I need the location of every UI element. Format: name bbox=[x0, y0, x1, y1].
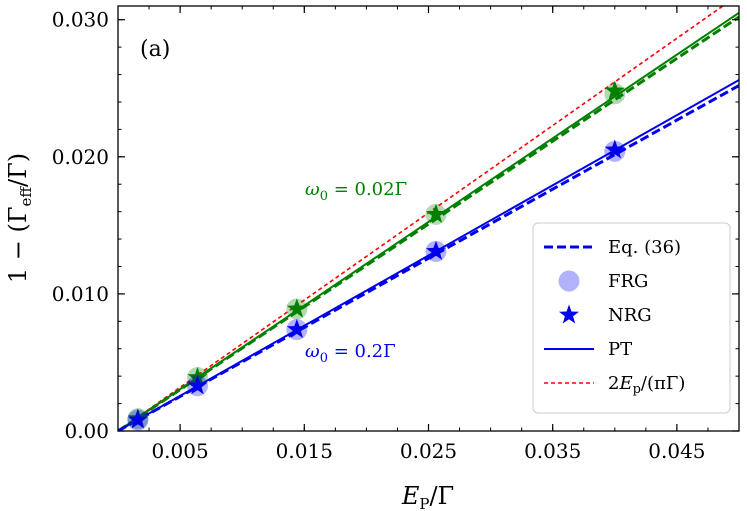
y-tick-label: 0.010 bbox=[52, 282, 109, 306]
series-markers bbox=[127, 80, 626, 431]
x-tick-label: 0.005 bbox=[151, 439, 208, 463]
y-tick-label: 0.020 bbox=[52, 145, 109, 169]
legend-key-nrg bbox=[559, 304, 579, 324]
legend: Eq. (36) FRG NRG PT 2Ep/(πΓ) bbox=[532, 222, 731, 414]
pt-line-omega-02 bbox=[118, 79, 739, 431]
panel-label: (a) bbox=[140, 37, 170, 62]
nrg-point-omega-02 bbox=[426, 240, 446, 260]
annotation-omega-02: ω0 = 0.2Γ bbox=[305, 341, 396, 366]
nrg-point-omega-002 bbox=[604, 80, 625, 100]
x-tick-label: 0.035 bbox=[524, 439, 581, 463]
x-tick-label: 0.025 bbox=[400, 439, 457, 463]
y-tick-label: 0.030 bbox=[52, 8, 109, 32]
axes: 0.005 0.015 0.025 0.035 0.045 0.00 0.010 0.020 0… bbox=[52, 5, 740, 463]
x-tick-label: 0.045 bbox=[648, 439, 705, 463]
x-tick-label: 0.015 bbox=[276, 439, 333, 463]
y-axis-label: 1 − (Γeff/Γ) bbox=[4, 153, 35, 283]
legend-key-frg bbox=[558, 270, 580, 292]
legend-label-eq36: Eq. (36) bbox=[608, 237, 681, 258]
legend-frame bbox=[532, 222, 731, 414]
legend-label-nrg: NRG bbox=[608, 305, 652, 326]
nrg-point-omega-02 bbox=[286, 319, 307, 338]
legend-label-frg: FRG bbox=[608, 271, 648, 292]
nrg-point-omega-02 bbox=[187, 375, 208, 395]
annotation-omega-002: ω0 = 0.02Γ bbox=[305, 179, 407, 204]
nrg-point-omega-02 bbox=[127, 409, 148, 429]
nrg-point-omega-02 bbox=[604, 139, 625, 159]
y-tick-label: 0.00 bbox=[64, 419, 109, 443]
legend-label-reference: 2Ep/(πΓ) bbox=[608, 373, 685, 397]
nrg-point-omega-002 bbox=[286, 298, 307, 318]
nrg-point-omega-002 bbox=[426, 203, 446, 223]
x-axis-label: EP/Γ bbox=[401, 482, 454, 511]
legend-label-pt: PT bbox=[608, 339, 632, 360]
pt-line-omega-002 bbox=[118, 12, 739, 431]
